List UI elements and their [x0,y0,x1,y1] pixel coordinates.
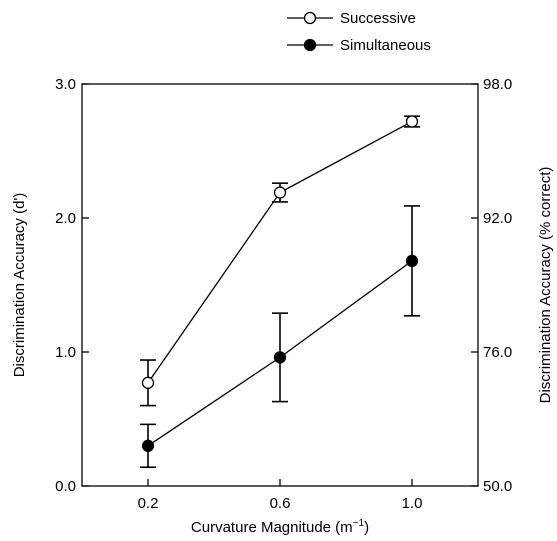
legend-marker [303,11,317,25]
legend-item-successive: Successive [287,10,416,27]
x-axis-label-close: ) [364,519,369,536]
legend-item-simultaneous: Simultaneous [287,37,431,54]
y-axis-left: 0.0 1.0 2.0 3.0 [55,76,89,495]
legend-marker [303,38,317,52]
series-layer [140,115,420,469]
x-axis-label-main: Curvature Magnitude (m [191,519,353,536]
x-tick-label: 1.0 [402,495,423,512]
x-axis: 0.2 0.6 1.0 [138,479,423,512]
series-successive [140,115,420,407]
legend-label: Successive [340,10,416,27]
x-axis-label: Curvature Magnitude (m−1) [191,518,369,536]
y-tick-label-right: 76.0 [483,344,512,361]
y-tick-label-left: 2.0 [55,210,76,227]
y-tick-label-left: 0.0 [55,478,76,495]
data-point-simultaneous [273,351,287,364]
legend: Successive Simultaneous [287,10,431,54]
series-simultaneous [140,205,420,469]
x-axis-label-superscript: −1 [353,518,365,529]
data-point-successive [141,376,155,389]
data-point-successive [405,115,419,128]
y-tick-label-left: 1.0 [55,344,76,361]
y-tick-label-right: 98.0 [483,76,512,93]
data-point-successive [273,186,287,199]
plot-frame [81,83,479,487]
legend-label: Simultaneous [340,37,431,54]
y-axis-label-right: Discrimination Accuracy (% correct) [537,167,554,404]
x-tick-label: 0.2 [138,495,159,512]
y-axis-label-left: Discrimination Accuracy (d') [11,193,28,378]
y-tick-label-right: 50.0 [483,478,512,495]
data-point-simultaneous [141,439,155,452]
data-point-simultaneous [405,254,419,268]
y-tick-label-left: 3.0 [55,76,76,93]
x-tick-label: 0.6 [270,495,291,512]
y-axis-right: 50.0 76.0 92.0 98.0 [471,76,512,495]
y-tick-label-right: 92.0 [483,210,512,227]
